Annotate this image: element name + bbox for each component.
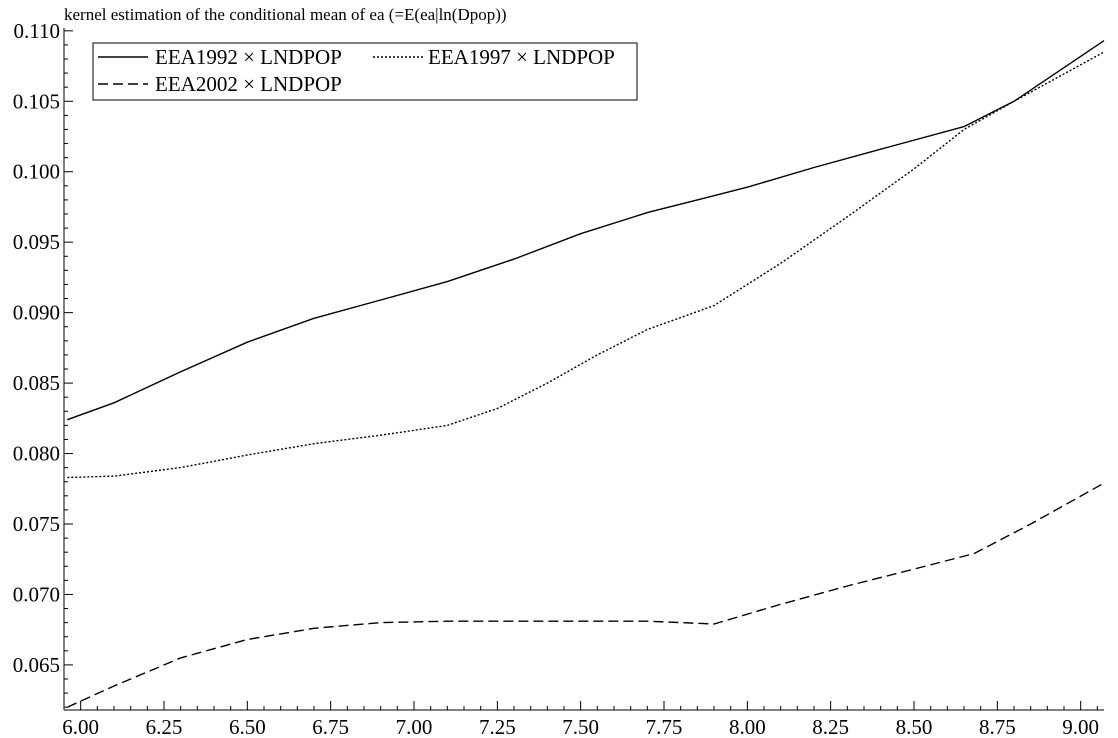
x-tick-label: 8.25 [812, 715, 849, 738]
chart-title: kernel estimation of the conditional mea… [64, 5, 507, 24]
y-tick-label: 0.080 [13, 442, 60, 466]
y-tick-label: 0.105 [13, 89, 60, 113]
y-tick-label: 0.065 [13, 653, 60, 677]
legend-label: EEA2002 × LNDPOP [155, 72, 342, 96]
series-line-3 [67, 482, 1105, 708]
y-tick-label: 0.070 [13, 582, 60, 606]
series-line-1 [67, 40, 1105, 421]
x-tick-label: 6.50 [229, 715, 266, 738]
x-tick-label: 7.50 [562, 715, 599, 738]
x-tick-label: 6.00 [62, 715, 99, 738]
legend-label: EEA1992 × LNDPOP [155, 45, 342, 69]
x-tick-label: 7.00 [396, 715, 433, 738]
x-tick-label: 8.00 [729, 715, 766, 738]
x-tick-label: 8.75 [979, 715, 1016, 738]
axes-layer: 0.065 0.070 0.075 0.080 0.085 0.090 0.095 0.100… [13, 19, 1104, 738]
x-tick-label: 9.00 [1062, 715, 1099, 738]
y-tick-label: 0.095 [13, 230, 60, 254]
y-tick-label: 0.110 [14, 19, 60, 43]
legend: EEA1992 × LNDPOP EEA1997 × LNDPOP EEA2002 … [92, 42, 638, 101]
legend-box [92, 42, 638, 101]
series-layer [67, 40, 1105, 708]
series-line-2 [67, 51, 1105, 479]
y-tick-label: 0.090 [13, 301, 60, 325]
x-tick-label: 8.50 [896, 715, 933, 738]
x-tick-label: 6.25 [146, 715, 183, 738]
y-tick-label: 0.085 [13, 371, 60, 395]
x-tick-label: 7.75 [646, 715, 683, 738]
x-tick-label: 6.75 [312, 715, 349, 738]
x-tick-label: 7.25 [479, 715, 516, 738]
y-tick-label: 0.075 [13, 512, 60, 536]
y-tick-label: 0.100 [13, 160, 60, 184]
legend-label: EEA1997 × LNDPOP [428, 45, 615, 69]
